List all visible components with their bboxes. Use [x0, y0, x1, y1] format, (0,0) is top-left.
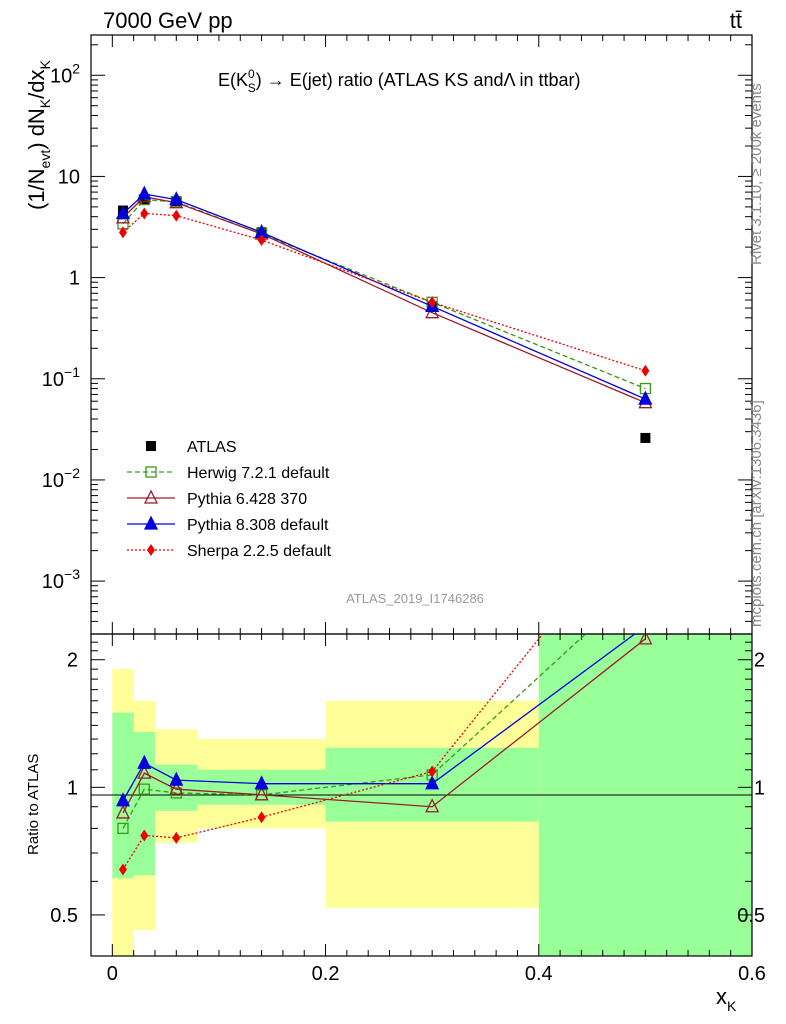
x-axis-label: xK — [716, 984, 737, 1014]
legend-marker-Sherpa — [147, 544, 155, 556]
ratio-point-Pythia6 — [115, 804, 131, 819]
y-tick-label: 10−3 — [42, 566, 80, 593]
y-tick-label: 1 — [69, 268, 80, 290]
ratio-point-Herwig — [117, 822, 129, 835]
ratio-panel-series — [115, 634, 653, 876]
series-layer — [115, 185, 653, 876]
series-line-Herwig — [122, 198, 646, 390]
x-tick-label: 0.4 — [525, 963, 553, 985]
legend-label-Pythia6: Pythia 6.428 370 — [187, 491, 307, 508]
ratio-point-Pythia6 — [638, 634, 653, 645]
x-tick-label: 0.2 — [312, 963, 340, 985]
ratio-y-tick-label: 0.5 — [50, 905, 78, 927]
point-Sherpa — [118, 226, 127, 239]
ratio-y-tick-label-right: 1 — [754, 777, 765, 799]
mcplots-label: mcplots.cern.ch [arXiv:1306.3436] — [748, 400, 765, 627]
ratio-y-tick-label-right: 0.5 — [737, 905, 765, 927]
y-tick-label: 102 — [50, 60, 80, 87]
y-axis-label-top: (1/Nevt) dNK/dxK — [24, 59, 53, 210]
ratio-point-Herwig — [138, 783, 150, 795]
ratio-point-Sherpa — [140, 829, 149, 842]
legend-marker-Pythia6 — [143, 489, 159, 504]
ratio-line-Pythia6 — [122, 638, 646, 814]
ratio-point-Pythia8 — [169, 771, 184, 786]
plot-title: E(K0 S) → E(jet) ratio (ATLAS KS andΛ in … — [218, 67, 581, 95]
ratio-point-Sherpa — [118, 863, 127, 876]
legend-marker-Herwig — [145, 466, 157, 478]
ratio-y-tick-label: 1 — [67, 777, 78, 799]
ratio-point-Pythia8 — [115, 792, 131, 807]
ratio-point-Sherpa — [428, 765, 437, 778]
series-line-Sherpa — [122, 212, 646, 372]
point-ATLAS — [640, 432, 651, 443]
legend-label-Sherpa: Sherpa 2.2.5 default — [187, 543, 332, 560]
ratio-point-Pythia8 — [137, 754, 152, 769]
top-panel-series — [115, 185, 653, 443]
x-tick-label: 0.6 — [738, 963, 766, 985]
point-Sherpa — [428, 296, 437, 309]
y-tick-label: 10−1 — [42, 364, 80, 391]
ratio-point-Pythia6 — [169, 780, 184, 795]
legend-marker-ATLAS — [146, 441, 156, 451]
point-Sherpa — [140, 207, 149, 220]
ratio-point-Pythia8 — [254, 775, 269, 790]
point-Pythia8 — [137, 185, 152, 200]
point-Sherpa — [172, 209, 181, 222]
ratio-line-Sherpa — [122, 634, 544, 870]
legend-label-Pythia8: Pythia 8.308 default — [187, 517, 329, 534]
point-Pythia8 — [115, 205, 131, 220]
ratio-y-tick-label: 2 — [67, 650, 78, 672]
ratio-point-Pythia6 — [137, 764, 152, 779]
x-tick-label: 0 — [107, 963, 118, 985]
point-Pythia8 — [638, 390, 653, 405]
y-tick-label: 10−2 — [42, 465, 80, 492]
legend-marker-Pythia8 — [143, 515, 159, 530]
point-Sherpa — [641, 364, 650, 377]
rivet-label: Rivet 3.1.10, ≥ 200k events — [748, 83, 765, 265]
y-tick-label: 10 — [58, 166, 80, 188]
ratio-y-tick-label-right: 2 — [754, 650, 765, 672]
ratio-point-Pythia8 — [425, 775, 440, 790]
analysis-id: ATLAS_2019_I1746286 — [346, 591, 484, 606]
header-right: tt̄ — [730, 8, 742, 33]
ratio-point-Sherpa — [172, 831, 181, 844]
ratio-point-Pythia6 — [254, 786, 269, 801]
point-Pythia8 — [169, 191, 184, 206]
legend-label-ATLAS: ATLAS — [187, 439, 237, 456]
legend-label-Herwig: Herwig 7.2.1 default — [187, 465, 330, 482]
ratio-point-Sherpa — [257, 811, 266, 824]
point-Sherpa — [257, 234, 266, 247]
header-left: 7000 GeV pp — [103, 8, 233, 33]
series-line-Pythia6 — [122, 196, 646, 404]
ratio-point-Pythia6 — [425, 798, 440, 813]
legend: ATLAS Herwig 7.2.1 default Pythia 6.428 37… — [127, 439, 332, 560]
series-line-Pythia8 — [122, 193, 646, 400]
ratio-line-Pythia8 — [122, 634, 636, 802]
y-axis-label-ratio: Ratio to ATLAS — [25, 754, 42, 855]
